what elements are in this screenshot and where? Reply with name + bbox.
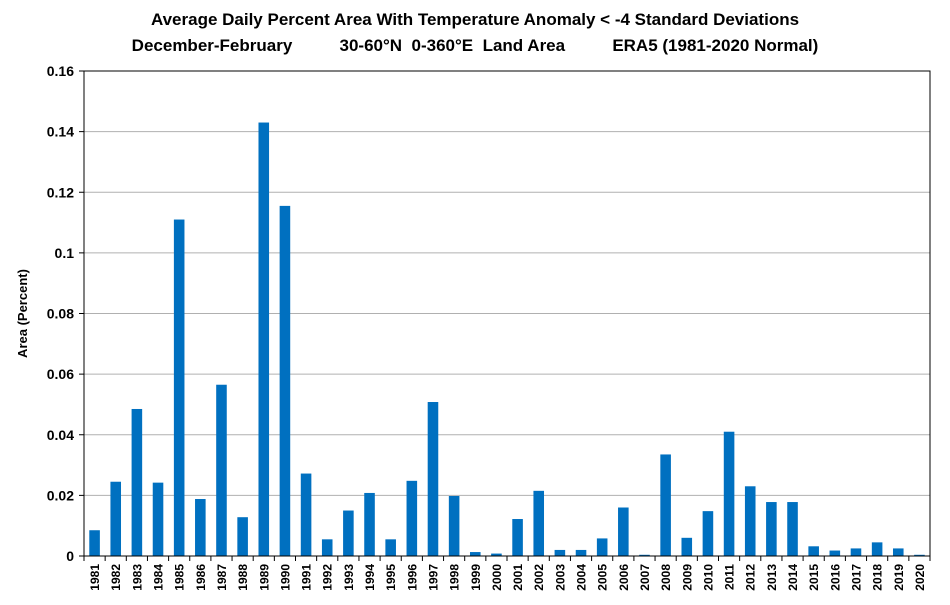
- x-tick-label: 1995: [384, 564, 398, 591]
- bar-2000: [491, 553, 502, 556]
- x-tick-label: 2000: [490, 564, 504, 591]
- y-tick-label: 0: [66, 548, 74, 564]
- bar-2003: [554, 549, 566, 556]
- x-tick-label: 2002: [532, 564, 546, 591]
- x-tick-label: 2010: [701, 564, 715, 591]
- y-tick-label: 0.02: [47, 487, 74, 503]
- bar-1982: [110, 481, 122, 556]
- gridlines: [84, 70, 930, 557]
- x-tick-label: 1999: [469, 564, 483, 591]
- x-tick-label: 2018: [871, 564, 885, 591]
- x-tick-label: 1998: [448, 564, 462, 591]
- bar-1990: [279, 205, 291, 556]
- bar-1981: [89, 530, 100, 556]
- bar-2015: [808, 546, 819, 556]
- x-tick-label: 1989: [257, 564, 271, 591]
- x-tick-label: 2020: [913, 564, 927, 591]
- bar-1995: [385, 539, 396, 556]
- y-tick-label: 0.14: [47, 124, 74, 140]
- x-tick-label: 1983: [130, 564, 144, 591]
- bar-1988: [237, 517, 248, 556]
- bar-2017: [850, 548, 862, 556]
- bar-1992: [321, 539, 333, 556]
- bar-2004: [575, 549, 587, 556]
- chart-title: Average Daily Percent Area With Temperat…: [150, 10, 800, 29]
- bar-2006: [618, 507, 629, 556]
- x-tick-label: 1982: [109, 564, 123, 591]
- bar-2007: [639, 554, 650, 556]
- x-tick-label: 2005: [596, 564, 610, 591]
- bar-2009: [681, 537, 693, 556]
- bar-2018: [871, 542, 883, 556]
- bar-2001: [512, 519, 523, 556]
- x-tick-label: 1987: [215, 564, 229, 591]
- bar-1991: [300, 473, 312, 556]
- bar-2005: [596, 538, 608, 556]
- x-tick-label: 1993: [342, 564, 356, 591]
- x-tick-label: 2013: [765, 564, 779, 591]
- x-tick-label: 2009: [680, 564, 694, 591]
- x-tick-label: 1981: [88, 564, 102, 591]
- x-tick-label: 2006: [617, 564, 631, 591]
- bar-2019: [892, 548, 904, 556]
- x-tick-label: 1994: [363, 564, 377, 591]
- bar-1994: [364, 492, 375, 556]
- x-tick-label: 2008: [659, 564, 673, 591]
- x-tick-label: 1986: [194, 564, 208, 591]
- x-tick-label: 2007: [638, 564, 652, 591]
- bar-2008: [660, 454, 671, 556]
- bar-2020: [914, 554, 925, 556]
- bar-2014: [787, 502, 798, 556]
- bar-2012: [744, 486, 756, 556]
- x-tick-label: 2016: [828, 564, 842, 591]
- x-axis-ticks: 1981 1982 1983 1984 1985 1986 1987 1988 1989 1990…: [83, 556, 931, 591]
- x-tick-label: 1988: [236, 564, 250, 591]
- y-tick-label: 0.1: [55, 245, 75, 261]
- x-tick-label: 2003: [553, 564, 567, 591]
- x-tick-label: 2017: [849, 564, 863, 591]
- bar-1997: [427, 402, 439, 556]
- bar-2013: [766, 502, 777, 556]
- x-tick-label: 1996: [405, 564, 419, 591]
- y-axis-ticks: 0 0.02 0.04 0.06 0.08 0.1 0.12 0.14 0.16: [47, 63, 84, 564]
- x-tick-label: 1990: [278, 564, 292, 591]
- y-tick-label: 0.16: [47, 63, 74, 79]
- bar-2011: [723, 431, 735, 556]
- bars: [89, 122, 925, 556]
- x-tick-label: 1984: [152, 564, 166, 591]
- x-tick-label: 2011: [723, 564, 737, 590]
- bar-1989: [258, 122, 270, 556]
- y-tick-label: 0.08: [47, 306, 74, 322]
- y-tick-label: 0.04: [47, 427, 74, 443]
- bar-2010: [702, 511, 714, 556]
- bar-1983: [131, 408, 143, 556]
- chart-subtitle: December-February 30-60°N 0-360°E Land A…: [131, 36, 819, 55]
- x-tick-label: 2004: [575, 564, 589, 591]
- x-tick-label: 2014: [786, 564, 800, 591]
- bar-1984: [152, 482, 164, 556]
- bar-1987: [216, 384, 227, 556]
- y-tick-label: 0.12: [47, 184, 74, 200]
- bar-2002: [533, 490, 545, 556]
- bar-1985: [173, 219, 185, 556]
- y-axis-label: Area (Percent): [15, 269, 30, 358]
- bar-1986: [195, 499, 206, 556]
- x-tick-label: 2012: [744, 564, 758, 591]
- bar-1996: [406, 480, 418, 556]
- y-tick-label: 0.06: [47, 366, 74, 382]
- x-tick-label: 1992: [321, 564, 335, 591]
- x-tick-label: 1997: [426, 564, 440, 591]
- x-tick-label: 2019: [892, 564, 906, 591]
- bar-1999: [469, 552, 481, 556]
- bar-2016: [829, 550, 841, 556]
- x-tick-label: 1991: [300, 564, 314, 591]
- x-tick-label: 2001: [511, 564, 525, 591]
- x-tick-label: 2015: [807, 564, 821, 591]
- bar-1993: [343, 510, 354, 556]
- plot-frame: [83, 70, 931, 557]
- x-tick-label: 1985: [173, 564, 187, 591]
- bar-1998: [448, 495, 460, 556]
